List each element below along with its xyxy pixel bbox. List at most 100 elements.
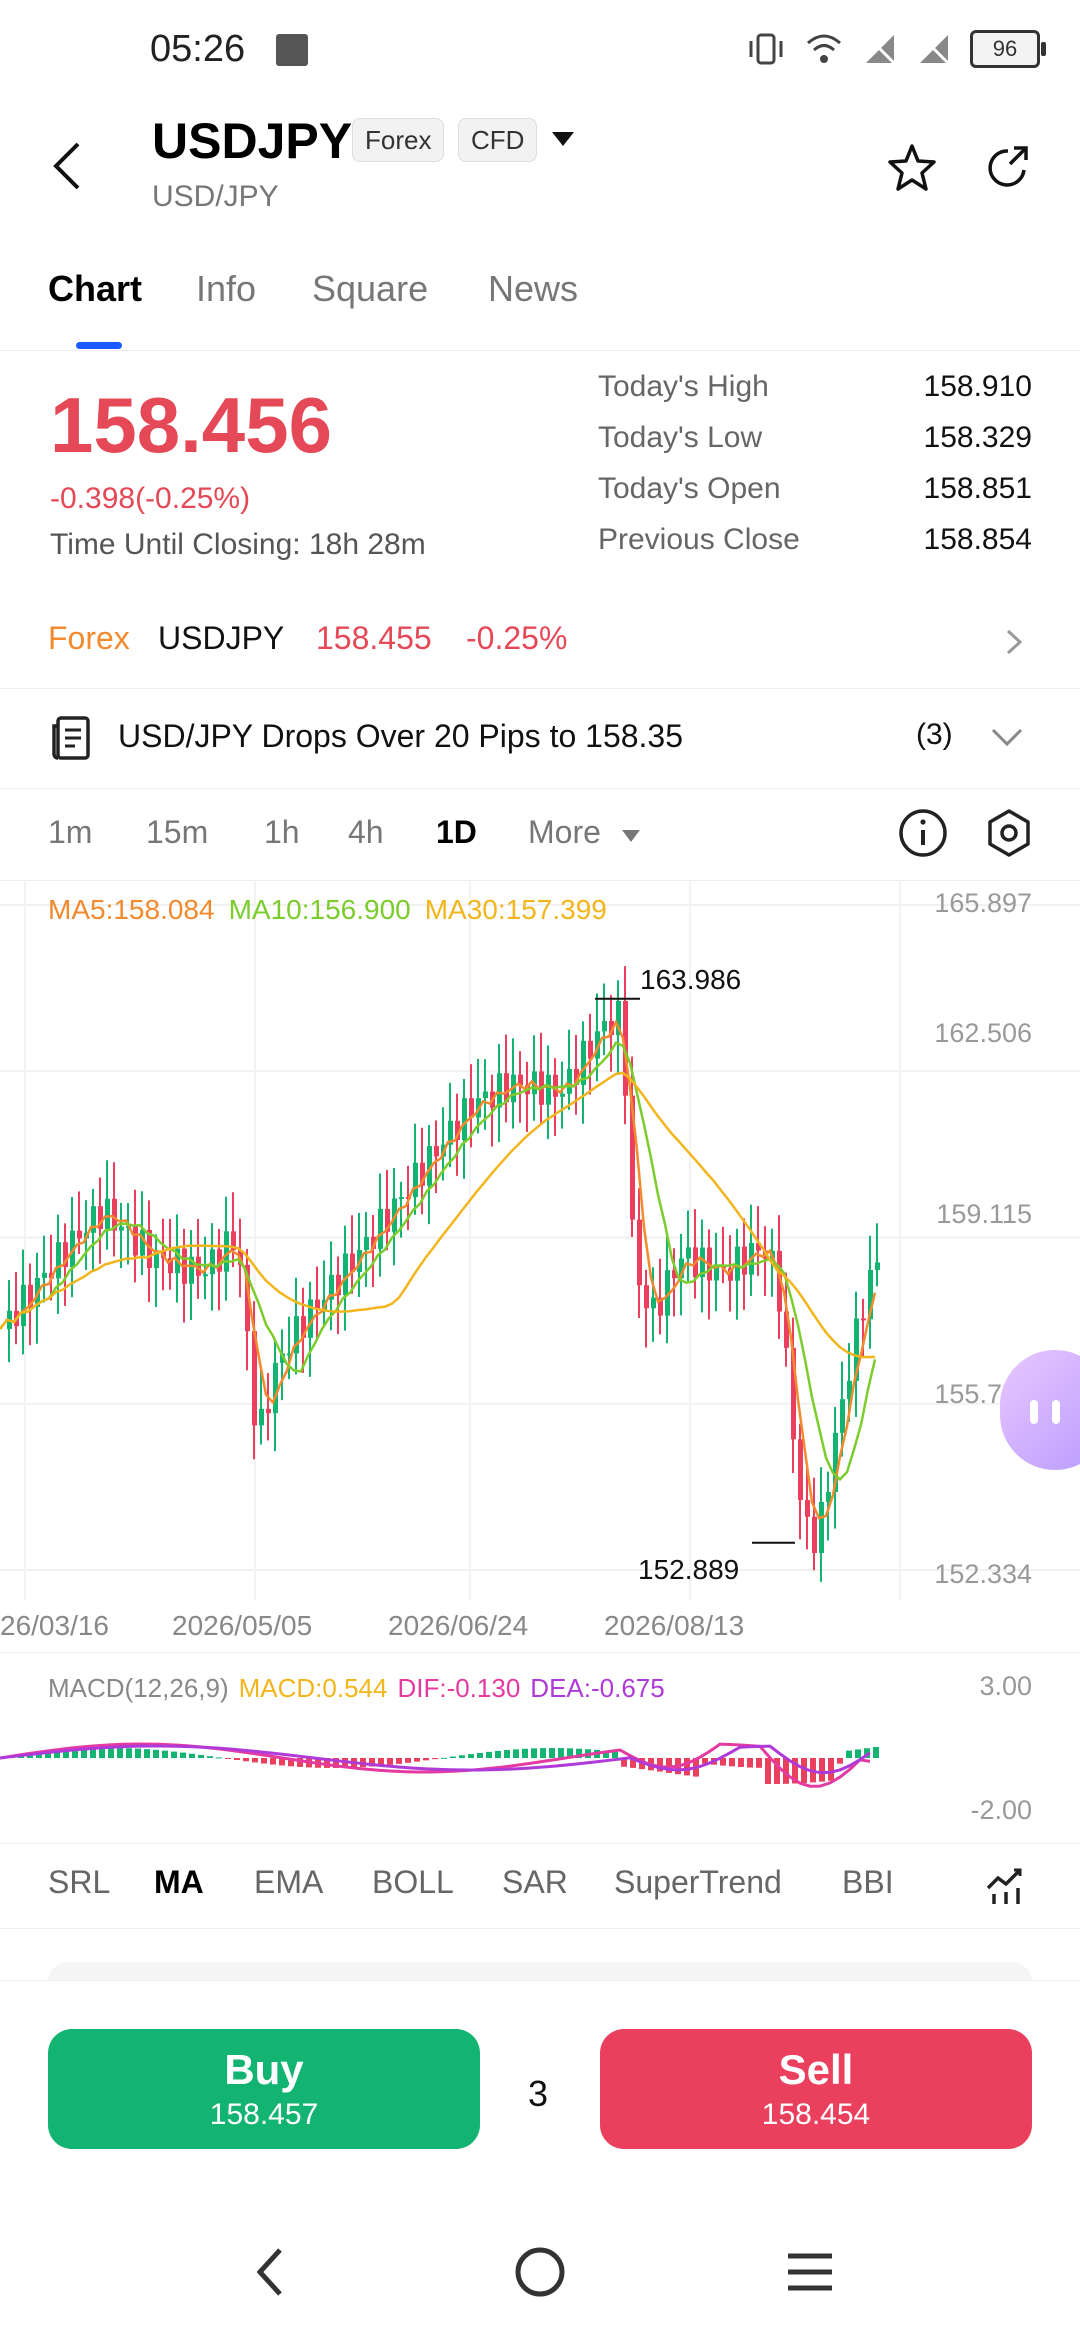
macd-histogram-bar: [531, 1748, 537, 1758]
candle-body: [777, 1250, 782, 1312]
back-arrow-icon[interactable]: [48, 136, 88, 196]
chart-svg[interactable]: [0, 880, 1080, 1600]
macd-histogram-bar: [135, 1748, 141, 1758]
macd-histogram-bar: [702, 1758, 708, 1764]
candle-body: [336, 1274, 341, 1296]
wifi-icon: [807, 34, 841, 63]
macd-histogram-bar: [864, 1748, 870, 1758]
interval-15m[interactable]: 15m: [146, 814, 209, 850]
indicator-ema[interactable]: EMA: [254, 1864, 324, 1900]
macd-histogram-bar: [621, 1758, 627, 1767]
no-signal-icon: [864, 33, 896, 65]
caret-down-icon[interactable]: [622, 830, 640, 842]
indicator-supertrend[interactable]: SuperTrend: [614, 1864, 782, 1900]
nav-menu-icon[interactable]: [786, 2250, 834, 2294]
macd-histogram-bar: [513, 1749, 519, 1758]
tab-chart[interactable]: Chart: [48, 268, 143, 309]
sell-button[interactable]: Sell 158.454: [600, 2029, 1032, 2149]
interval-1h[interactable]: 1h: [264, 814, 300, 850]
candle-body: [217, 1249, 222, 1272]
candle-body: [350, 1253, 355, 1273]
indicator-srl[interactable]: SRL: [48, 1864, 111, 1900]
macd-histogram-bar: [387, 1758, 393, 1765]
indicator-bbi[interactable]: BBI: [842, 1864, 894, 1900]
tab-info[interactable]: Info: [196, 268, 257, 309]
macd-histogram-bar: [198, 1754, 204, 1758]
status-bar: 05:26 96: [0, 0, 1080, 100]
interval-4h[interactable]: 4h: [348, 814, 384, 850]
macd-histogram-bar: [477, 1752, 483, 1758]
ma-legend: MA5:158.084 MA10:156.900 MA30:157.399: [48, 894, 607, 926]
candle-body: [399, 1196, 404, 1199]
tab-square[interactable]: Square: [312, 268, 429, 309]
macd-histogram-bar: [522, 1748, 528, 1758]
dif-line: [0, 1742, 871, 1788]
chevron-down-icon[interactable]: [552, 132, 574, 146]
news-row[interactable]: USD/JPY Drops Over 20 Pips to 158.35 (3): [0, 690, 1080, 789]
macd-histogram-bar: [405, 1758, 411, 1763]
candle-body: [483, 1091, 488, 1099]
interval-1m[interactable]: 1m: [48, 814, 93, 850]
macd-histogram-bar: [36, 1753, 42, 1758]
candle-body: [427, 1145, 432, 1186]
tab-news[interactable]: News: [488, 268, 579, 309]
chevron-right-icon[interactable]: [1004, 628, 1024, 656]
macd-histogram-bar: [225, 1758, 231, 1759]
candle-body: [203, 1274, 208, 1277]
nav-home-icon[interactable]: [514, 2246, 566, 2298]
candle-body: [819, 1501, 824, 1554]
macd-histogram-bar: [459, 1755, 465, 1758]
quantity-value[interactable]: 3: [528, 2073, 549, 2114]
candle-body: [840, 1399, 845, 1433]
share-icon[interactable]: [982, 142, 1034, 194]
forex-row[interactable]: Forex USDJPY 158.455 -0.25%: [0, 600, 1080, 689]
indicator-sar[interactable]: SAR: [502, 1864, 568, 1900]
stat-value-low: 158.329: [923, 421, 1032, 454]
candle-body: [133, 1225, 138, 1256]
forex-label: Forex: [48, 620, 130, 656]
candle-body: [140, 1229, 145, 1256]
candle-body: [854, 1318, 859, 1381]
macd-histogram-bar: [171, 1751, 177, 1758]
macd-histogram-bar: [495, 1750, 501, 1758]
candle-body: [658, 1297, 663, 1316]
assistant-float-button[interactable]: [1000, 1350, 1080, 1470]
candle-body: [728, 1268, 733, 1281]
macd-histogram-bar: [666, 1758, 672, 1773]
nav-back-icon[interactable]: [250, 2244, 290, 2300]
candle-body: [147, 1229, 152, 1268]
interval-more[interactable]: More: [528, 814, 601, 850]
macd-histogram-bar: [855, 1749, 861, 1758]
trade-panel: Buy 158.457 3 Sell 158.454: [0, 1980, 1080, 2181]
candlestick-chart[interactable]: MA5:158.084 MA10:156.900 MA30:157.399 16…: [0, 880, 1080, 1600]
macd-histogram-bar: [99, 1748, 105, 1758]
info-icon[interactable]: [898, 808, 948, 858]
chevron-down-icon[interactable]: [990, 726, 1024, 748]
forex-change: -0.25%: [466, 620, 568, 656]
candle-body: [168, 1258, 173, 1274]
indicator-chart-icon[interactable]: [984, 1862, 1028, 1906]
ma30-value: MA30:157.399: [424, 894, 607, 925]
x-tick-label: 2026/05/05: [172, 1610, 313, 1641]
candle-body: [455, 1120, 460, 1141]
candle-body: [434, 1145, 439, 1157]
indicator-ma[interactable]: MA: [154, 1864, 204, 1900]
macd-histogram-bar: [270, 1758, 276, 1765]
macd-panel[interactable]: MACD(12,26,9) MACD:0.544 DIF:-0.130 DEA:…: [0, 1652, 1080, 1844]
macd-histogram-bar: [441, 1757, 447, 1759]
symbol-subtitle: USD/JPY: [152, 180, 279, 213]
indicator-boll[interactable]: BOLL: [372, 1864, 454, 1900]
ma10-line: [0, 1041, 877, 1482]
candle-body: [826, 1492, 831, 1502]
news-headline[interactable]: USD/JPY Drops Over 20 Pips to 158.35: [118, 718, 684, 754]
star-icon[interactable]: [886, 142, 938, 194]
x-tick-label: 2026/08/13: [604, 1610, 745, 1641]
settings-hexagon-icon[interactable]: [984, 808, 1034, 858]
header: USDJPY Forex CFD USD/JPY: [0, 100, 1080, 240]
candle-body: [714, 1266, 719, 1281]
stat-label-high: Today's High: [598, 370, 769, 403]
candle-body: [784, 1311, 789, 1348]
buy-button[interactable]: Buy 158.457: [48, 2029, 480, 2149]
interval-1d[interactable]: 1D: [436, 814, 477, 850]
macd-histogram-bar: [297, 1758, 303, 1767]
